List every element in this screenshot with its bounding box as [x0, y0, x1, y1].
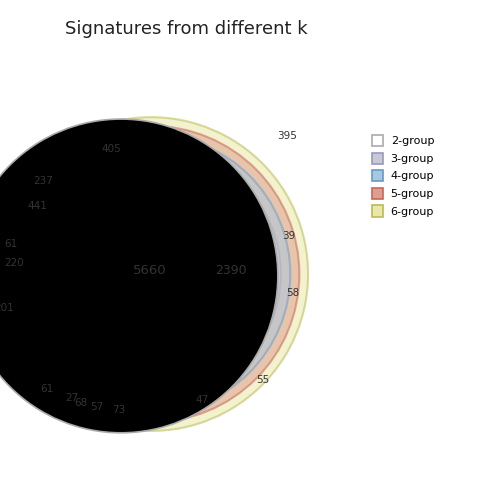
Text: 61: 61: [41, 385, 54, 394]
Text: 395: 395: [277, 131, 297, 141]
Text: 68: 68: [75, 398, 88, 408]
Text: 27: 27: [65, 393, 79, 403]
Circle shape: [3, 126, 299, 422]
Text: 441: 441: [28, 201, 48, 211]
Text: 2390: 2390: [215, 264, 246, 277]
Text: 5660: 5660: [133, 264, 166, 277]
Circle shape: [22, 145, 281, 404]
Text: 73: 73: [112, 405, 125, 415]
Circle shape: [0, 119, 278, 433]
Text: 39: 39: [283, 231, 296, 241]
Text: Signatures from different k: Signatures from different k: [65, 20, 308, 38]
Circle shape: [0, 117, 308, 431]
Circle shape: [38, 161, 265, 388]
Legend: 2-group, 3-group, 4-group, 5-group, 6-group: 2-group, 3-group, 4-group, 5-group, 6-gr…: [368, 132, 437, 220]
Circle shape: [12, 135, 290, 413]
Text: 201: 201: [0, 303, 15, 313]
Text: 58: 58: [286, 288, 299, 298]
Text: 237: 237: [34, 176, 53, 186]
Text: 55: 55: [256, 375, 269, 385]
Text: 47: 47: [196, 395, 209, 405]
Text: 57: 57: [90, 402, 103, 412]
Text: 405: 405: [102, 144, 121, 154]
Circle shape: [74, 199, 225, 350]
Text: 220: 220: [5, 258, 24, 268]
Text: 61: 61: [4, 239, 17, 249]
